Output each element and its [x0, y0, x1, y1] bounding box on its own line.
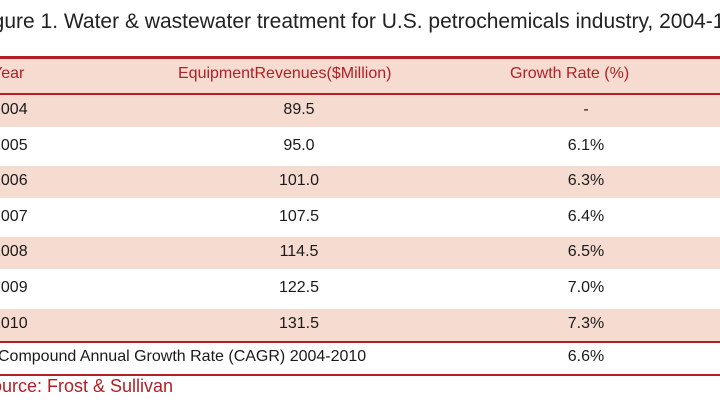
header-year: Year	[0, 65, 25, 82]
cell-revenue: 107.5	[278, 207, 320, 225]
table-title: igure 1. Water & wastewater treatment fo…	[0, 10, 720, 33]
cell-year: 2005	[0, 136, 28, 154]
cell-revenue: 89.5	[283, 101, 315, 118]
cell-growth-rate: 6.4%	[567, 207, 605, 225]
cagr-label: Compound Annual Growth Rate (CAGR) 2004-…	[0, 348, 367, 365]
cell-growth-rate: 6.1%	[567, 136, 605, 154]
cell-year: 2007	[0, 207, 28, 225]
cell-growth-rate: 6.3%	[567, 172, 605, 190]
cell-revenue: 131.5	[278, 314, 320, 332]
table-row: 2009 122.5 7.0%	[0, 273, 720, 305]
header-growth-rate: Growth Rate (%)	[510, 65, 630, 82]
cell-growth-rate: -	[583, 101, 589, 118]
table-row: 2010 131.5 7.3%	[0, 308, 720, 341]
header-revenues: EquipmentRevenues($Million)	[178, 65, 392, 82]
cell-growth-rate: 7.3%	[567, 314, 605, 332]
cell-year: 2006	[0, 172, 28, 190]
cagr-row: Compound Annual Growth Rate (CAGR) 2004-…	[0, 341, 720, 376]
cell-year: 2009	[0, 279, 28, 296]
table-row: 2004 89.5 -	[0, 95, 720, 127]
table-header-row: Year EquipmentRevenues($Million) Growth …	[0, 59, 720, 93]
cell-growth-rate: 7.0%	[567, 279, 605, 296]
cell-revenue: 122.5	[278, 279, 320, 296]
cell-year: 2004	[0, 101, 28, 118]
cagr-value: 6.6%	[567, 348, 605, 365]
cell-revenue: 101.0	[278, 172, 320, 190]
cell-revenue: 95.0	[283, 136, 315, 154]
source-note: ource: Frost & Sullivan	[0, 376, 174, 396]
cell-year: 2010	[0, 314, 28, 332]
table-row: 2008 114.5 6.5%	[0, 237, 720, 270]
table-row: 2005 95.0 6.1%	[0, 131, 720, 163]
header-rule	[0, 93, 720, 95]
table-row: 2006 101.0 6.3%	[0, 166, 720, 199]
cell-year: 2008	[0, 243, 28, 261]
table-row: 2007 107.5 6.4%	[0, 202, 720, 234]
top-rule	[0, 56, 720, 59]
cell-growth-rate: 6.5%	[567, 243, 605, 261]
cell-revenue: 114.5	[279, 243, 319, 261]
